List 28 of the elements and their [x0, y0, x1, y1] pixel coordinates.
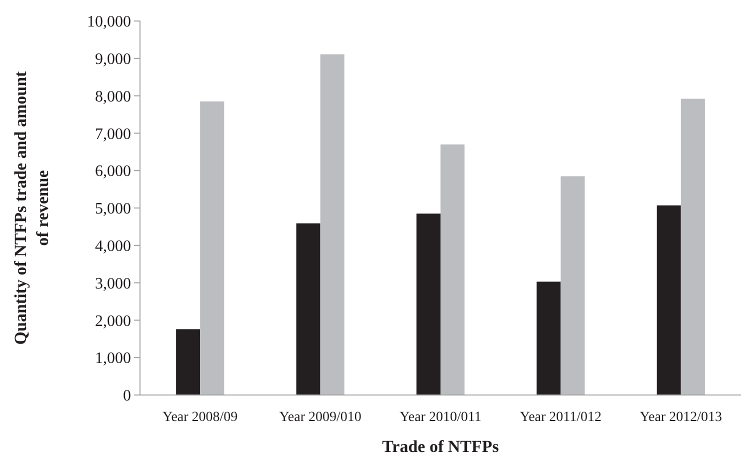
- bar: [176, 329, 200, 395]
- y-axis-title: Quantity of NTFPs trade and amount of revenue: [11, 70, 52, 345]
- x-tick-label: Year 2009/010: [279, 410, 362, 425]
- bar: [680, 98, 705, 395]
- y-tick-label: 4,000: [95, 238, 131, 255]
- bar: [536, 282, 561, 395]
- bar: [440, 144, 465, 395]
- bar: [560, 176, 585, 395]
- y-tick-label: 0: [123, 388, 131, 405]
- x-axis-title: Trade of NTFPs: [382, 437, 500, 456]
- y-tick-label: 8,000: [95, 88, 131, 106]
- bar: [416, 214, 440, 395]
- bar: [200, 101, 224, 395]
- bar: [320, 54, 344, 395]
- y-tick-label: 5,000: [95, 200, 131, 218]
- y-tick-label: 2,000: [95, 312, 131, 330]
- x-tick-label: Year 2008/09: [162, 410, 238, 425]
- y-tick-label: 6,000: [95, 163, 131, 180]
- bar: [296, 223, 320, 395]
- y-tick-label: 7,000: [95, 126, 131, 143]
- x-tick-label: Year 2011/012: [520, 410, 602, 425]
- y-tick-label: 1,000: [95, 350, 131, 368]
- y-tick-label: 10,000: [87, 14, 131, 31]
- x-tick-label: Year 2010/011: [400, 410, 482, 425]
- y-tick-label: 9,000: [95, 51, 131, 68]
- x-tick-label: Year 2012/013: [640, 410, 722, 425]
- bar: [656, 205, 681, 395]
- y-tick-label: 3,000: [95, 275, 131, 292]
